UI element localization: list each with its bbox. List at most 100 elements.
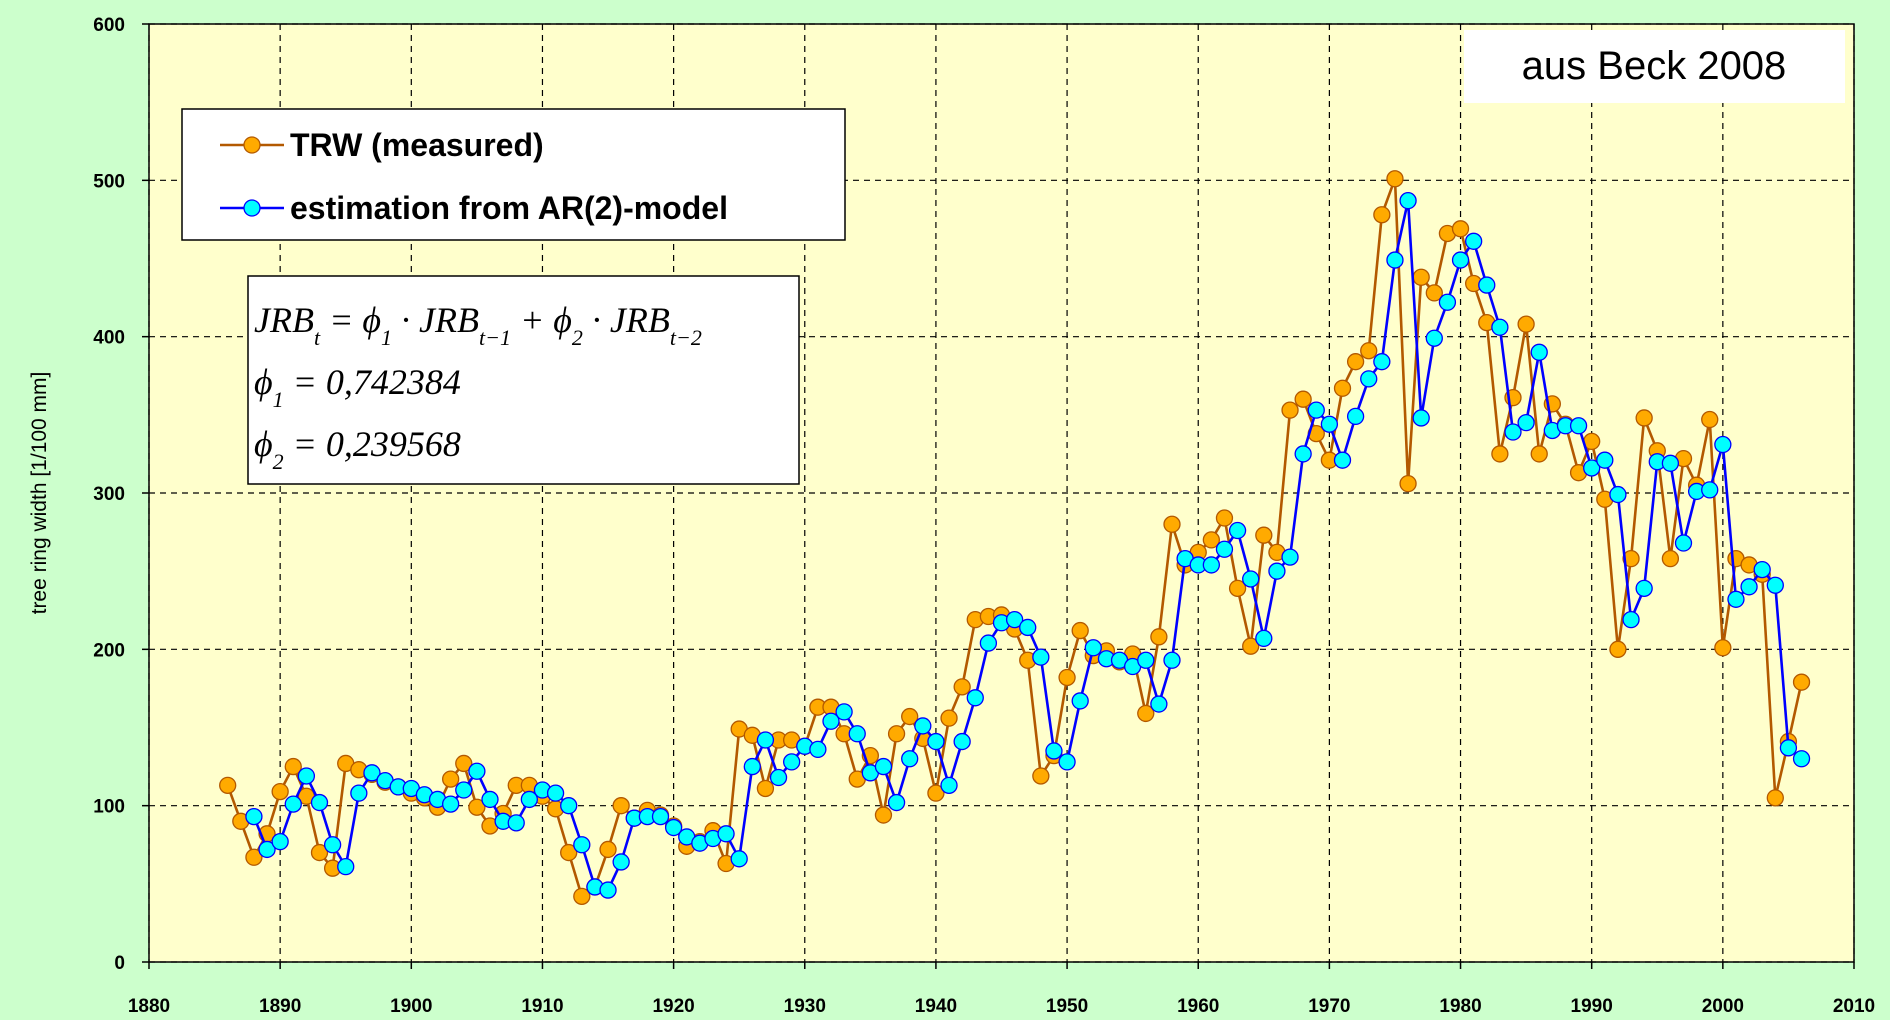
data-point bbox=[1163, 651, 1181, 669]
data-point bbox=[769, 768, 788, 787]
data-point bbox=[271, 782, 289, 801]
data-point bbox=[284, 757, 302, 776]
data-point bbox=[1766, 576, 1784, 594]
data-point bbox=[1294, 390, 1312, 408]
data-point bbox=[953, 678, 971, 696]
x-tick-label: 1900 bbox=[390, 996, 432, 1017]
data-point bbox=[887, 793, 906, 812]
data-point bbox=[901, 750, 919, 768]
data-point bbox=[966, 689, 984, 707]
data-point bbox=[1491, 445, 1509, 463]
data-point bbox=[1740, 578, 1758, 596]
data-point bbox=[297, 767, 316, 785]
data-point bbox=[1163, 515, 1181, 533]
data-point bbox=[783, 753, 801, 771]
data-point bbox=[1307, 401, 1325, 419]
x-tick-label: 1950 bbox=[1046, 996, 1088, 1017]
equation-subscript: 2 bbox=[572, 325, 583, 350]
equation-text: JRB bbox=[254, 300, 314, 340]
equation-subscript: t bbox=[314, 325, 321, 350]
data-point bbox=[1412, 409, 1430, 427]
data-point bbox=[940, 709, 958, 727]
data-point bbox=[1255, 629, 1273, 648]
x-tick-label: 1890 bbox=[259, 996, 301, 1017]
y-tick-label: 0 bbox=[114, 953, 125, 974]
data-point bbox=[1202, 556, 1220, 574]
data-point bbox=[1084, 639, 1102, 657]
data-point bbox=[1386, 170, 1404, 188]
data-point bbox=[927, 732, 945, 751]
data-point bbox=[874, 806, 893, 824]
data-point bbox=[1399, 192, 1417, 210]
data-point bbox=[245, 807, 263, 826]
data-point bbox=[468, 798, 486, 816]
y-tick-label: 600 bbox=[93, 15, 125, 36]
equation-box bbox=[247, 275, 800, 485]
data-point bbox=[1360, 342, 1378, 360]
data-point bbox=[1019, 618, 1037, 637]
data-point bbox=[1583, 459, 1601, 477]
data-point bbox=[1058, 668, 1076, 687]
equation-text: · JRB bbox=[392, 300, 479, 340]
data-point bbox=[1373, 353, 1391, 371]
data-point bbox=[1346, 353, 1365, 371]
data-point bbox=[1792, 750, 1811, 768]
data-point bbox=[1465, 232, 1483, 250]
data-point bbox=[1491, 318, 1509, 336]
y-tick-label: 100 bbox=[93, 797, 125, 818]
data-point bbox=[1333, 379, 1352, 397]
data-point bbox=[822, 712, 840, 730]
data-point bbox=[1071, 621, 1089, 640]
data-point bbox=[809, 740, 827, 759]
equation-text: ϕ bbox=[254, 424, 273, 464]
data-point bbox=[1792, 673, 1811, 691]
data-point bbox=[1032, 648, 1050, 666]
data-point bbox=[1504, 423, 1522, 441]
equation-text: = ϕ bbox=[320, 300, 381, 340]
y-axis-label: tree ring width [1/100 mm] bbox=[28, 372, 51, 615]
data-point bbox=[1701, 410, 1719, 429]
data-point bbox=[599, 840, 617, 859]
y-tick-label: 200 bbox=[93, 640, 125, 661]
data-point bbox=[1530, 445, 1548, 463]
data-point bbox=[1150, 628, 1168, 646]
data-point bbox=[1071, 692, 1089, 710]
data-point bbox=[455, 754, 473, 773]
data-point bbox=[573, 887, 591, 905]
legend-label: TRW (measured) bbox=[290, 127, 544, 163]
data-point bbox=[1346, 407, 1365, 426]
data-point bbox=[940, 776, 958, 794]
data-point bbox=[651, 807, 670, 826]
data-point bbox=[310, 793, 329, 812]
data-point bbox=[1609, 640, 1627, 658]
data-point bbox=[756, 731, 775, 749]
equation-subscript: t−2 bbox=[670, 325, 702, 350]
x-tick-label: 1960 bbox=[1177, 996, 1219, 1017]
x-tick-label: 1990 bbox=[1571, 996, 1613, 1017]
data-point bbox=[1005, 610, 1024, 629]
data-point bbox=[1412, 268, 1430, 286]
data-point bbox=[1569, 417, 1588, 435]
data-point bbox=[1530, 343, 1548, 361]
data-point bbox=[1333, 451, 1352, 469]
data-point bbox=[1281, 401, 1299, 419]
data-point bbox=[756, 779, 775, 798]
data-point bbox=[1714, 639, 1732, 657]
data-point bbox=[219, 776, 237, 794]
data-point bbox=[442, 795, 460, 813]
x-tick-label: 1920 bbox=[652, 996, 694, 1017]
x-tick-label: 1930 bbox=[784, 996, 826, 1017]
data-point bbox=[1425, 284, 1443, 302]
data-point bbox=[245, 848, 263, 866]
data-point bbox=[310, 843, 329, 862]
equation-line: ϕ1 = 0,742384 bbox=[254, 362, 461, 412]
data-point bbox=[507, 814, 525, 832]
equation-subscript: t−1 bbox=[479, 325, 511, 350]
data-point bbox=[1294, 445, 1312, 463]
data-point bbox=[1215, 509, 1234, 527]
data-point bbox=[1478, 276, 1496, 294]
data-point bbox=[1714, 435, 1732, 454]
legend-marker bbox=[243, 136, 261, 154]
data-point bbox=[560, 843, 578, 862]
x-tick-label: 2000 bbox=[1702, 996, 1744, 1017]
